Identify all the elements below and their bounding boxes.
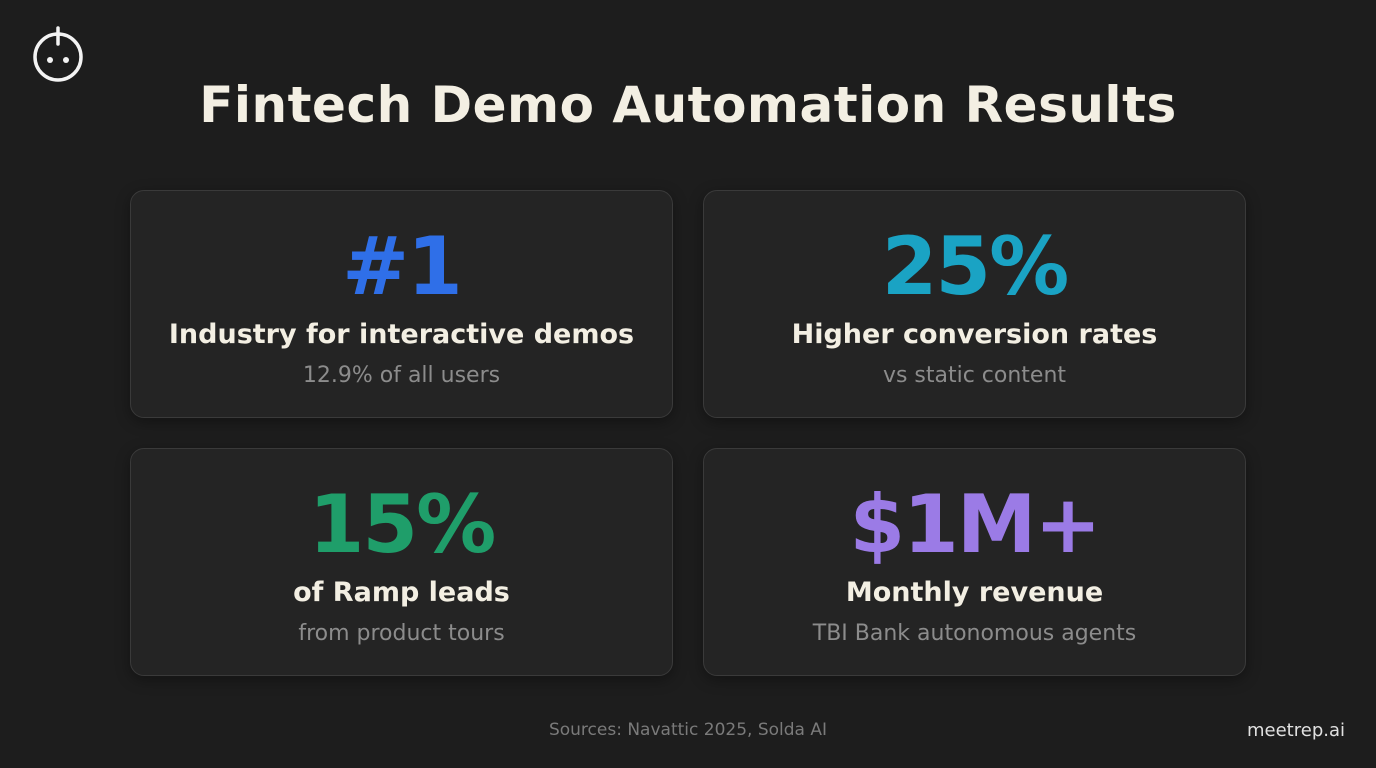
stat-card: 15% of Ramp leads from product tours — [130, 448, 673, 676]
stat-card: $1M+ Monthly revenue TBI Bank autonomous a… — [703, 448, 1246, 676]
stat-label: of Ramp leads — [293, 577, 510, 608]
stat-value: 15% — [308, 478, 496, 571]
title: Fintech Demo Automation Results — [199, 76, 1177, 134]
stat-subtext: vs static content — [882, 363, 1067, 388]
stat-subtext: from product tours — [298, 621, 505, 646]
stat-value: $1M+ — [849, 478, 1102, 571]
stat-card: #1 Industry for interactive demos 12.9% of… — [130, 190, 673, 418]
logo — [33, 26, 83, 82]
stat-label: Higher conversion rates — [791, 319, 1158, 350]
brand: meetrep.ai — [1247, 720, 1345, 741]
stat-value: 25% — [881, 220, 1069, 313]
stat-label: Industry for interactive demos — [168, 319, 635, 350]
stat-subtext: 12.9% of all users — [302, 363, 501, 388]
stat-label: Monthly revenue — [845, 577, 1104, 608]
stat-value: #1 — [342, 220, 463, 313]
sources: Sources: Navattic 2025, Solda AI — [548, 720, 828, 740]
stat-subtext: TBI Bank autonomous agents — [812, 621, 1137, 646]
stat-card: 25% Higher conversion rates vs static cont… — [703, 190, 1246, 418]
